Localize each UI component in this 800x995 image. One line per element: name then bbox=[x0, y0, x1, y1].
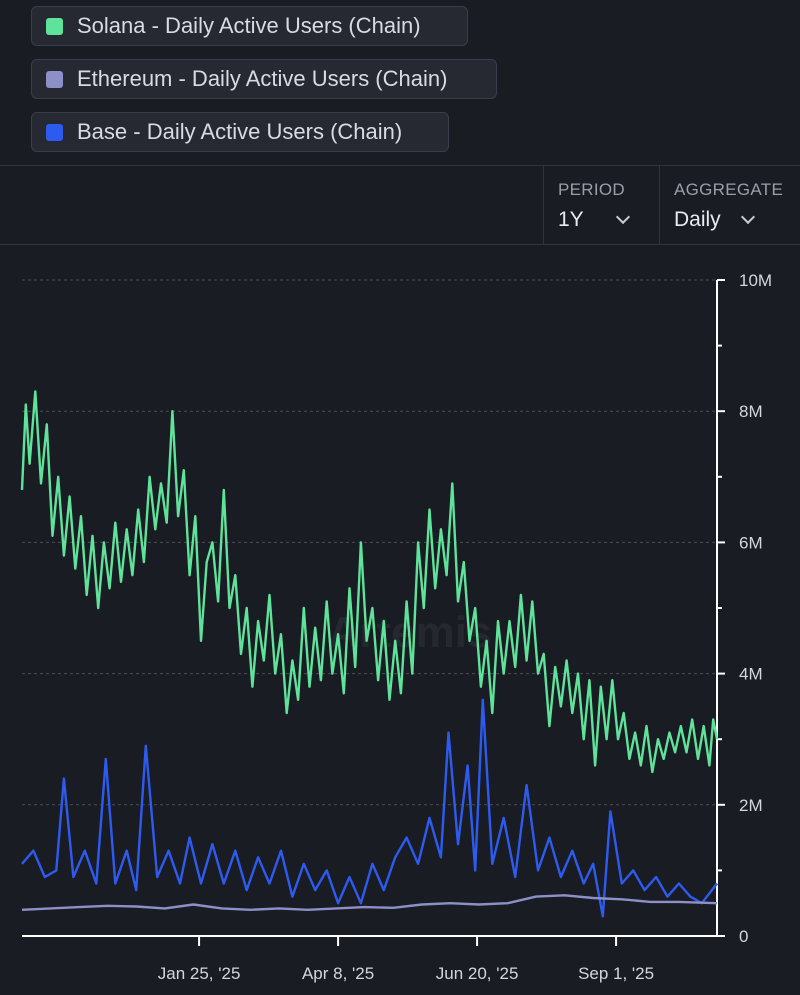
legend-item-ethereum[interactable]: Ethereum - Daily Active Users (Chain) bbox=[31, 59, 497, 99]
legend-label-ethereum: Ethereum - Daily Active Users (Chain) bbox=[77, 66, 448, 91]
x-tick-label: Apr 8, '25 bbox=[302, 964, 374, 983]
series-line-ethereum bbox=[21, 894, 718, 911]
legend-label-solana: Solana - Daily Active Users (Chain) bbox=[77, 13, 421, 38]
legend-swatch-solana bbox=[46, 17, 63, 35]
y-tick-label: 8M bbox=[739, 402, 763, 421]
period-value: 1Y bbox=[558, 208, 584, 231]
chevron-down-icon bbox=[615, 209, 630, 225]
x-tick-label: Jan 25, '25 bbox=[158, 964, 241, 983]
y-tick-label: 2M bbox=[739, 796, 763, 815]
y-tick-label: 10M bbox=[739, 271, 772, 290]
y-tick-label: 6M bbox=[739, 533, 763, 552]
x-tick-label: Sep 1, '25 bbox=[578, 964, 654, 983]
chevron-down-icon bbox=[740, 209, 755, 225]
chart-controls: PERIOD 1Y AGGREGATE Daily bbox=[0, 165, 800, 245]
period-title: PERIOD bbox=[558, 180, 625, 199]
aggregate-dropdown[interactable]: AGGREGATE Daily bbox=[659, 166, 800, 244]
y-tick-label: 0 bbox=[739, 927, 748, 946]
aggregate-value: Daily bbox=[674, 208, 721, 231]
series-line-base bbox=[21, 698, 718, 918]
legend-item-solana[interactable]: Solana - Daily Active Users (Chain) bbox=[31, 6, 468, 46]
aggregate-title: AGGREGATE bbox=[674, 180, 784, 199]
x-tick-label: Jun 20, '25 bbox=[436, 964, 519, 983]
series-line-solana bbox=[20, 390, 719, 774]
legend-item-base[interactable]: Base - Daily Active Users (Chain) bbox=[31, 112, 449, 152]
legend-label-base: Base - Daily Active Users (Chain) bbox=[77, 119, 403, 144]
legend-swatch-ethereum bbox=[46, 70, 63, 88]
period-dropdown[interactable]: PERIOD 1Y bbox=[543, 166, 659, 244]
legend: Solana - Daily Active Users (Chain) Ethe… bbox=[0, 0, 800, 165]
y-tick-label: 4M bbox=[739, 665, 763, 684]
legend-swatch-base bbox=[46, 123, 63, 141]
